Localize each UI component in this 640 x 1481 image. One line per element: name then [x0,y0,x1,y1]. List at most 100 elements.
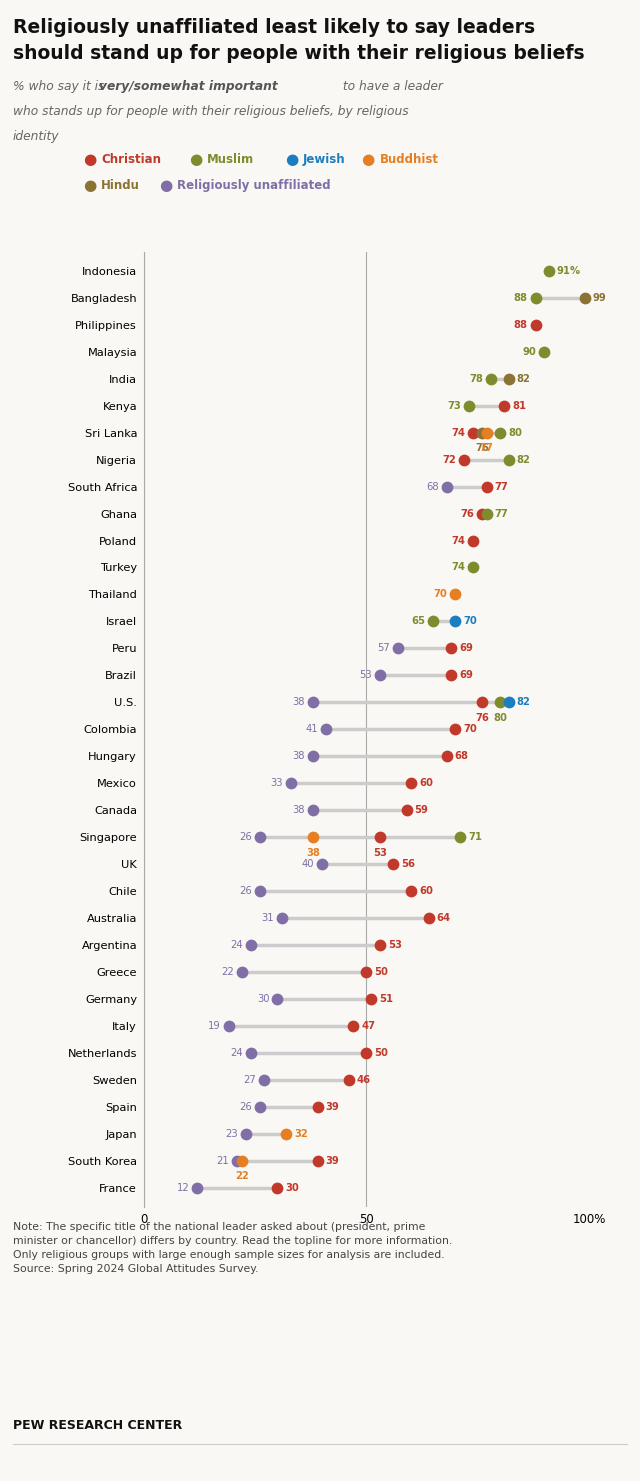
Text: 60: 60 [419,779,433,788]
Point [460,447,470,471]
Point [406,880,416,903]
Point [366,988,376,1012]
Text: 59: 59 [415,806,428,816]
Point [424,906,434,930]
Text: 21: 21 [217,1157,229,1166]
Text: 26: 26 [239,832,252,843]
Text: 80: 80 [493,712,507,723]
Text: 27: 27 [243,1075,256,1086]
Text: 82: 82 [517,373,531,384]
Text: 57: 57 [377,643,390,653]
Point [442,475,452,499]
Point [308,745,318,769]
Text: 31: 31 [261,914,274,923]
Text: 22: 22 [221,967,234,977]
Text: Buddhist: Buddhist [380,154,438,166]
Point [579,286,589,310]
Text: 77: 77 [495,508,508,518]
Text: ●: ● [159,178,172,193]
Text: 74: 74 [451,428,465,437]
Text: Muslim: Muslim [207,154,254,166]
Point [481,475,492,499]
Text: 70: 70 [434,589,447,600]
Point [495,421,505,444]
Text: 53: 53 [373,847,387,857]
Text: 38: 38 [292,806,305,816]
Point [388,853,398,877]
Point [246,1041,256,1065]
Text: 38: 38 [292,751,305,761]
Text: 64: 64 [436,914,451,923]
Point [504,447,514,471]
Text: 76: 76 [460,508,474,518]
Text: 76: 76 [476,712,489,723]
Text: 73: 73 [447,400,461,410]
Text: 30: 30 [285,1183,300,1194]
Text: 69: 69 [459,671,473,680]
Text: Christian: Christian [101,154,161,166]
Text: who stands up for people with their religious beliefs, by religious: who stands up for people with their reli… [13,105,408,118]
Text: ●: ● [83,153,97,167]
Text: 12: 12 [177,1183,189,1194]
Point [237,960,247,983]
Text: 78: 78 [469,373,483,384]
Point [406,772,416,795]
Text: 77: 77 [495,481,508,492]
Text: 68: 68 [426,481,438,492]
Point [308,825,318,849]
Text: 82: 82 [517,698,531,708]
Text: ●: ● [285,153,298,167]
Point [477,690,487,714]
Text: 41: 41 [306,724,319,735]
Text: 26: 26 [239,1102,252,1112]
Text: Note: The specific title of the national leader asked about (president, prime
mi: Note: The specific title of the national… [13,1222,452,1274]
Point [259,1068,269,1091]
Text: 88: 88 [513,320,527,330]
Text: Religiously unaffiliated: Religiously unaffiliated [177,179,330,191]
Point [451,610,461,634]
Point [281,1123,291,1146]
Point [255,1096,265,1120]
Text: 33: 33 [270,779,283,788]
Point [317,853,327,877]
Text: ●: ● [189,153,202,167]
Text: 50: 50 [374,1049,388,1059]
Point [481,502,492,526]
Text: should stand up for people with their religious beliefs: should stand up for people with their re… [13,44,584,64]
Point [321,718,332,742]
Point [451,582,461,606]
Point [428,610,438,634]
Point [374,825,385,849]
Text: % who say it is: % who say it is [13,80,108,93]
Text: 68: 68 [454,751,468,761]
Text: PEW RESEARCH CENTER: PEW RESEARCH CENTER [13,1419,182,1432]
Point [401,798,412,822]
Text: 24: 24 [230,1049,243,1059]
Text: 80: 80 [508,428,522,437]
Point [308,690,318,714]
Text: 60: 60 [419,886,433,896]
Text: 50: 50 [374,967,388,977]
Text: 56: 56 [401,859,415,869]
Text: 74: 74 [451,536,465,545]
Text: 32: 32 [294,1129,308,1139]
Text: 69: 69 [459,643,473,653]
Point [495,690,505,714]
Text: 82: 82 [517,455,531,465]
Point [277,906,287,930]
Point [477,502,487,526]
Point [223,1014,234,1038]
Text: 38: 38 [292,698,305,708]
Point [446,663,456,687]
Text: 39: 39 [326,1157,339,1166]
Text: 99: 99 [593,293,606,302]
Text: 72: 72 [443,455,456,465]
Text: Religiously unaffiliated least likely to say leaders: Religiously unaffiliated least likely to… [13,18,535,37]
Text: 38: 38 [306,847,320,857]
Point [285,772,296,795]
Text: 71: 71 [468,832,482,843]
Text: ●: ● [362,153,375,167]
Point [237,1149,247,1173]
Text: Hindu: Hindu [101,179,140,191]
Point [486,367,496,391]
